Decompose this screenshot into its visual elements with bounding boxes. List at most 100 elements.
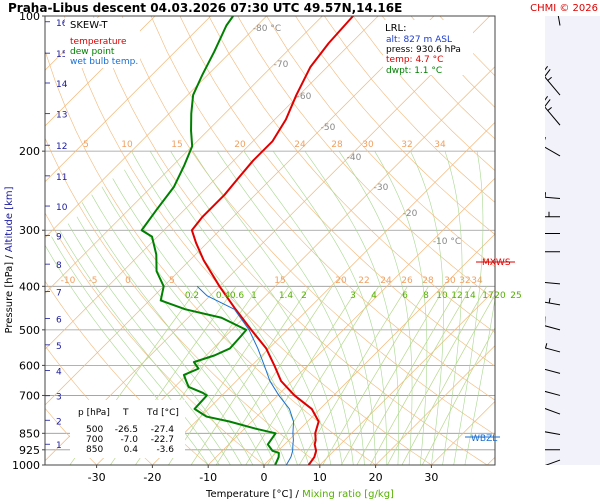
second-row-label: 30 bbox=[444, 276, 456, 286]
legend-dewpoint: dew point bbox=[70, 47, 115, 57]
info-dwpt: dwpt: 1.1 °C bbox=[386, 66, 442, 76]
upper-mixing-label: 30 bbox=[362, 140, 374, 150]
barb-flag bbox=[534, 395, 535, 404]
altitude-tick-label: 2 bbox=[56, 417, 62, 427]
pressure-tick-label: 200 bbox=[19, 145, 40, 158]
level-table: p [hPa] T Td [°C] 500 -26.5 -27.4 700 -7… bbox=[70, 400, 185, 458]
altitude-tick-label: 12 bbox=[56, 142, 67, 152]
upper-mixing-label: 24 bbox=[294, 140, 306, 150]
temperature-tick-label: 10 bbox=[313, 471, 327, 484]
y-axis-title: Pressure [hPa] / Altitude [km] bbox=[4, 186, 15, 333]
table-cell: 850 bbox=[86, 445, 103, 455]
table-cell: 0.4 bbox=[124, 445, 139, 455]
second-row-label: 24 bbox=[380, 276, 392, 286]
second-row-label: 34 bbox=[471, 276, 483, 286]
x-axis-mix-label: Mixing ratio [g/kg] bbox=[302, 489, 394, 500]
info-box: LRL: alt: 827 m ASL press: 930.6 hPa tem… bbox=[383, 20, 473, 76]
second-row-label: 0 bbox=[125, 276, 131, 286]
temperature-tick-label: -10 bbox=[199, 471, 217, 484]
altitude-tick-label: 1 bbox=[56, 441, 62, 451]
wbzl-label: WBZL bbox=[471, 434, 497, 444]
second-row-label: 28 bbox=[422, 276, 434, 286]
table-header-td: Td [°C] bbox=[146, 408, 179, 418]
info-alt: alt: 827 m ASL bbox=[386, 35, 452, 45]
legend-title: SKEW-T bbox=[70, 20, 108, 31]
mixing-ratio-label: 25 bbox=[510, 291, 521, 301]
pressure-tick-label: 925 bbox=[19, 444, 40, 457]
mixing-ratio-label: 0.2 bbox=[185, 291, 199, 301]
x-axis-label: Temperature [°C] / bbox=[205, 489, 302, 500]
mixing-ratio-label: 0.4 bbox=[216, 291, 231, 301]
barb-flag bbox=[542, 208, 544, 217]
altitude-tick-label: 13 bbox=[56, 111, 67, 121]
second-row-label: -10 bbox=[61, 276, 76, 286]
barb-pennant bbox=[532, 224, 536, 233]
chart-title: Praha-Libus descent 04.03.2026 07:30 UTC… bbox=[8, 1, 402, 15]
table-cell: -27.4 bbox=[151, 425, 175, 435]
mixing-ratio-label: 1 bbox=[251, 291, 257, 301]
table-cell: -26.5 bbox=[115, 425, 138, 435]
pressure-tick-label: 500 bbox=[19, 324, 40, 337]
pressure-tick-label: 850 bbox=[19, 427, 40, 440]
isotherm-label: -10 °C bbox=[433, 237, 461, 247]
upper-mixing-label: 5 bbox=[83, 140, 89, 150]
mixing-ratio-label: 20 bbox=[494, 291, 506, 301]
legend-wetbulb: wet bulb temp. bbox=[70, 57, 138, 67]
altitude-tick-label: 4 bbox=[56, 368, 62, 378]
barb-flag bbox=[539, 188, 540, 197]
upper-mixing-label: 28 bbox=[331, 140, 343, 150]
upper-mixing-label: 10 bbox=[121, 140, 133, 150]
y-axis-alt-label: Altitude [km] bbox=[4, 186, 15, 252]
second-row-label: 22 bbox=[358, 276, 369, 286]
barb-flag bbox=[536, 133, 539, 142]
barb-flag bbox=[539, 135, 542, 144]
second-row-label: 26 bbox=[401, 276, 413, 286]
isotherm-label: -80 °C bbox=[253, 24, 281, 34]
altitude-tick-label: 10 bbox=[56, 203, 68, 213]
barb-flag bbox=[534, 208, 536, 217]
altitude-tick-label: 5 bbox=[56, 342, 62, 352]
mixing-ratio-label: 1.4 bbox=[279, 291, 294, 301]
mixing-ratio-label: 12 bbox=[451, 291, 462, 301]
altitude-tick-label: 14 bbox=[56, 80, 68, 90]
barb-flag bbox=[535, 243, 537, 252]
temperature-tick-label: 20 bbox=[369, 471, 383, 484]
upper-mixing-label: 20 bbox=[234, 140, 246, 150]
altitude-tick-label: 6 bbox=[56, 316, 62, 326]
mixing-ratio-label: 2 bbox=[301, 291, 307, 301]
second-row-label: 5 bbox=[169, 276, 175, 286]
info-temp: temp: 4.7 °C bbox=[386, 55, 443, 65]
mixing-ratio-label: 17 bbox=[482, 291, 493, 301]
second-row-label: 32 bbox=[459, 276, 470, 286]
isotherm-label: -20 bbox=[403, 209, 418, 219]
barb-flag bbox=[535, 187, 536, 196]
second-row-label: -5 bbox=[89, 276, 98, 286]
legend-temperature: temperature bbox=[70, 37, 127, 47]
isotherm-label: -60 bbox=[297, 92, 312, 102]
mxws-label: MXWS bbox=[482, 258, 511, 268]
mixing-ratio-label: 3 bbox=[350, 291, 356, 301]
plot-area bbox=[45, 16, 495, 465]
barb-pennant bbox=[532, 243, 536, 252]
barb-pennant bbox=[532, 272, 536, 281]
temperature-tick-label: 0 bbox=[261, 471, 268, 484]
barb-half-flag bbox=[533, 465, 535, 470]
isotherm-label: -70 bbox=[274, 60, 289, 70]
temperature-tick-label: -30 bbox=[88, 471, 106, 484]
table-cell: -7.0 bbox=[120, 435, 138, 445]
mixing-ratio-label: 10 bbox=[436, 291, 448, 301]
second-row-label: 15 bbox=[274, 276, 285, 286]
pressure-tick-label: 600 bbox=[19, 359, 40, 372]
mixing-ratio-label: 6 bbox=[402, 291, 408, 301]
isotherm-label: -40 bbox=[347, 153, 362, 163]
pressure-tick-label: 1000 bbox=[12, 459, 40, 472]
barb-flag bbox=[531, 187, 532, 196]
legend: SKEW-T temperature dew point wet bulb te… bbox=[65, 18, 140, 68]
barb-flag bbox=[530, 208, 532, 217]
temperature-tick-label: -20 bbox=[143, 471, 161, 484]
barb-half-flag bbox=[538, 401, 540, 406]
upper-mixing-label: 15 bbox=[171, 140, 182, 150]
altitude-tick-label: 9 bbox=[56, 232, 62, 242]
barb-flag bbox=[538, 208, 540, 217]
pressure-tick-label: 300 bbox=[19, 224, 40, 237]
